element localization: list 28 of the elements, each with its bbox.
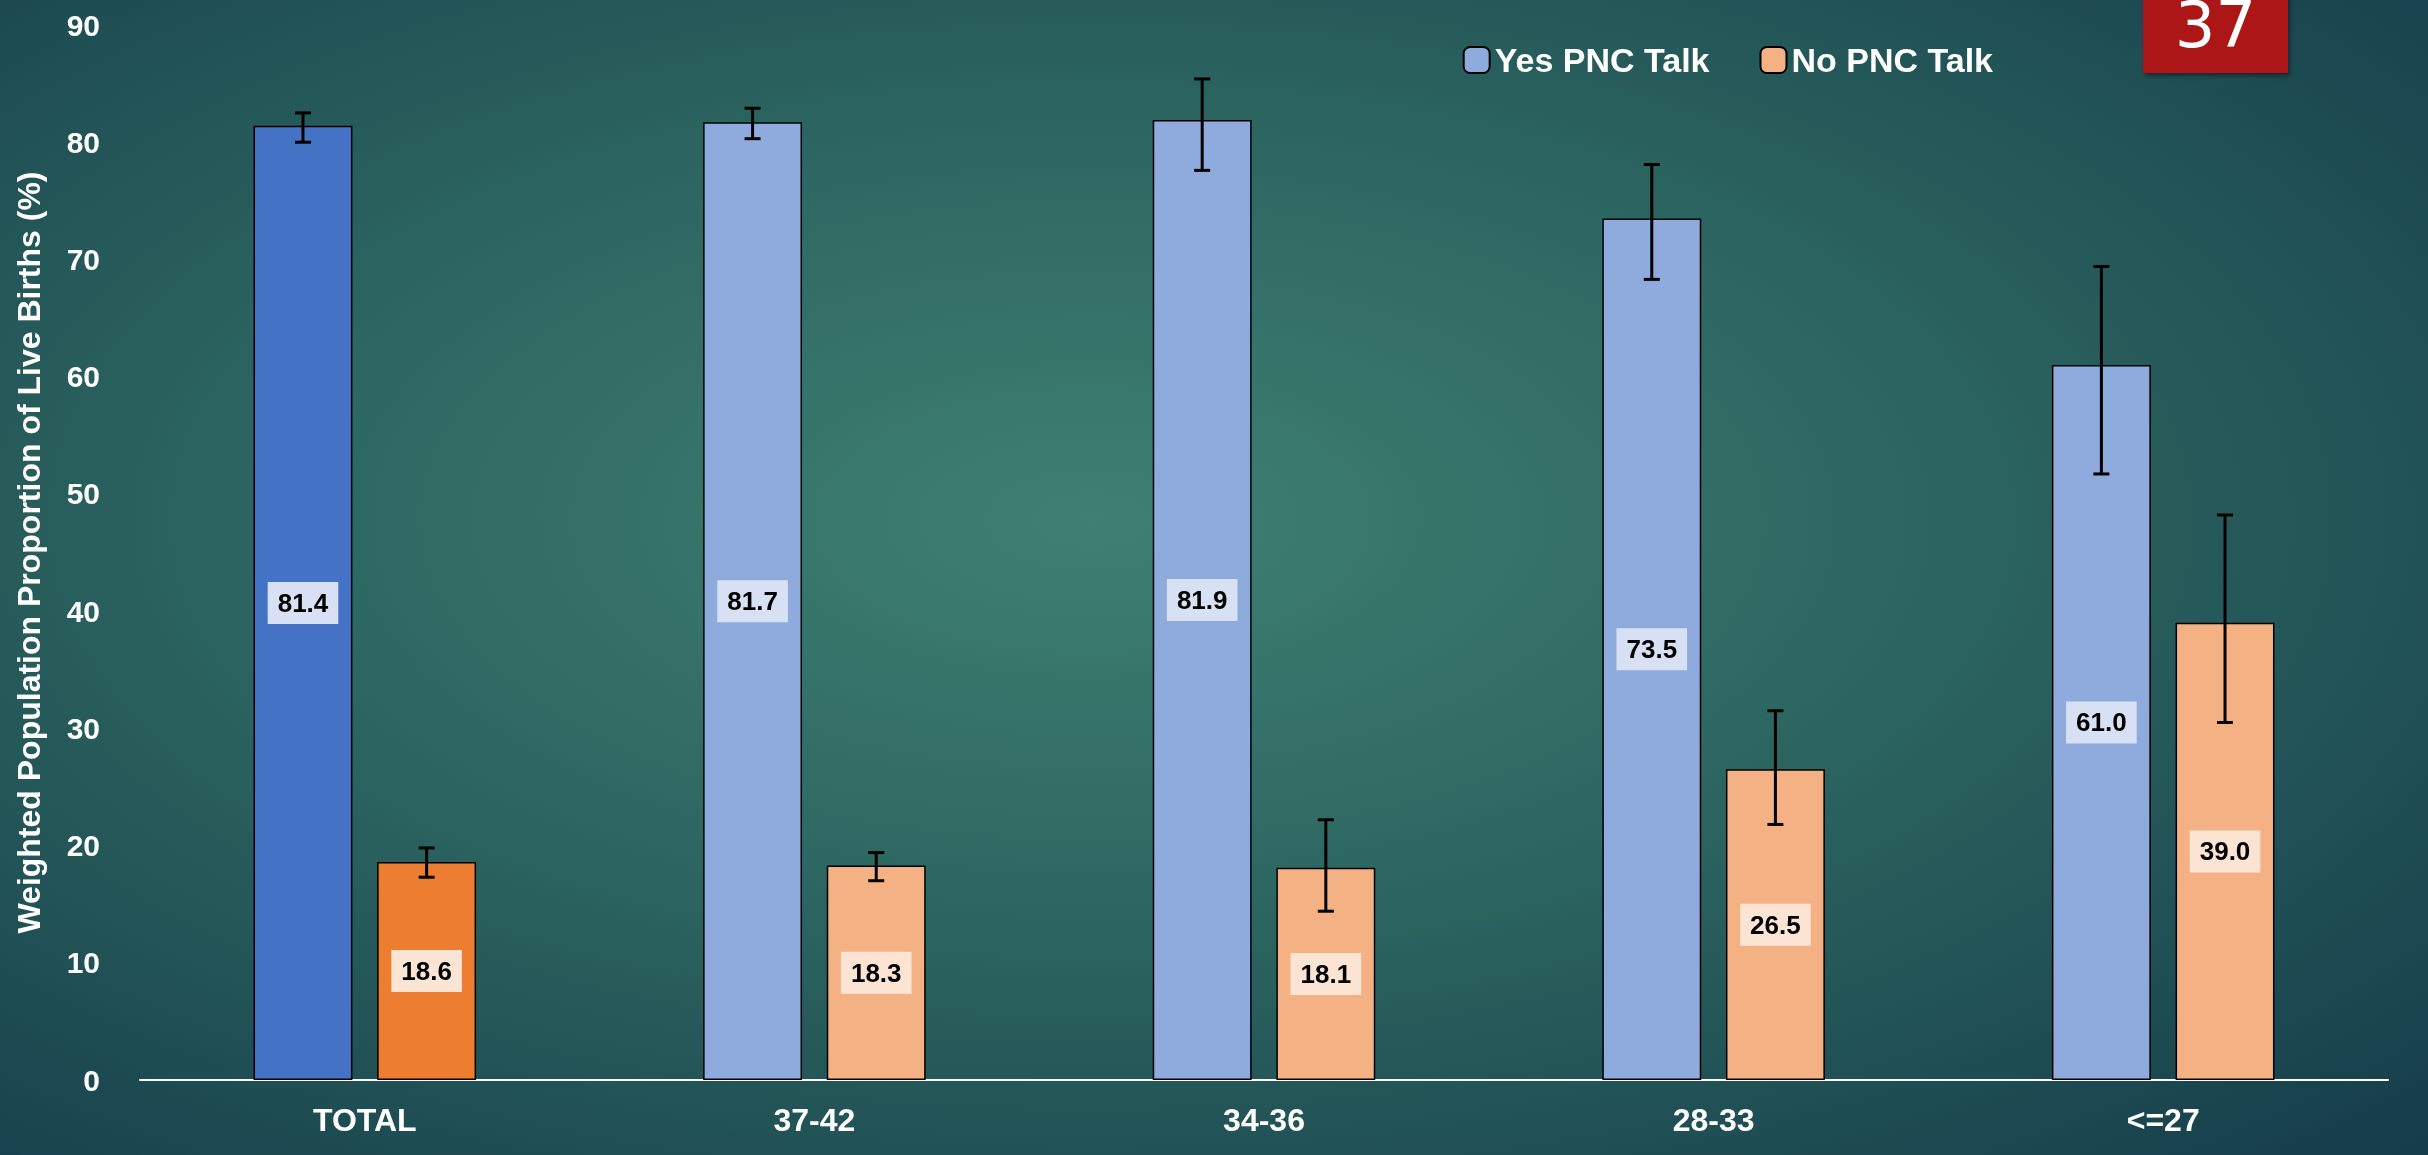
y-tick-label: 0 [83,1063,100,1097]
x-tick-label: TOTAL [312,1102,417,1138]
data-label: 73.5 [1626,634,1678,665]
data-label: 26.5 [1750,909,1801,940]
y-tick-label: 10 [66,946,100,980]
data-label: 18.3 [850,957,902,988]
y-tick-label: 80 [66,125,100,159]
x-tick-label: <=27 [2126,1102,2200,1138]
data-label: 18.6 [401,955,452,986]
data-label: 81.7 [727,586,778,617]
data-label: 81.4 [277,587,329,618]
y-tick-label: 20 [66,829,100,863]
y-tick-label: 40 [66,594,100,628]
y-axis-title: Weighted Population Proportion of Live Births (%) [11,171,47,934]
data-label: 81.9 [1176,584,1228,615]
y-tick-label: 90 [66,8,100,42]
y-tick-label: 70 [66,242,100,276]
x-tick-label: 37-42 [773,1102,856,1138]
x-tick-label: 28-33 [1672,1102,1755,1138]
y-tick-label: 50 [66,477,100,511]
legend-label: Yes PNC Talk [1494,41,1710,79]
y-tick-label: 60 [66,360,100,394]
data-label: 39.0 [2199,836,2251,867]
data-label: 18.1 [1300,958,1352,989]
y-tick-label: 30 [66,711,100,745]
legend-label: No PNC Talk [1791,41,1994,79]
data-label: 61.0 [2076,707,2127,738]
x-tick-label: 34-36 [1223,1102,1305,1138]
